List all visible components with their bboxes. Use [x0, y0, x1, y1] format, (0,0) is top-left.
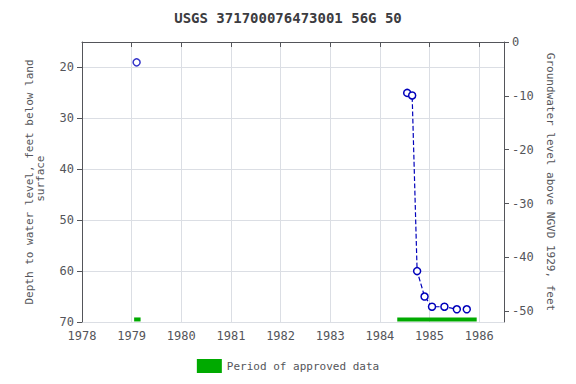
svg-text:60: 60	[60, 264, 74, 278]
svg-text:1981: 1981	[216, 329, 245, 343]
svg-text:1985: 1985	[415, 329, 444, 343]
svg-text:1979: 1979	[117, 329, 146, 343]
svg-text:40: 40	[60, 162, 74, 176]
svg-text:Groundwater level above NGVD 1: Groundwater level above NGVD 1929, feet	[544, 53, 557, 311]
svg-text:-50: -50	[512, 304, 534, 318]
svg-text:0: 0	[512, 35, 519, 49]
svg-text:50: 50	[60, 213, 74, 227]
svg-text:USGS 371700076473001 56G 50: USGS 371700076473001 56G 50	[174, 10, 402, 26]
svg-text:-10: -10	[512, 89, 534, 103]
svg-text:-20: -20	[512, 143, 534, 157]
svg-text:1982: 1982	[266, 329, 295, 343]
svg-text:-40: -40	[512, 250, 534, 264]
svg-text:70: 70	[60, 315, 74, 329]
svg-text:-30: -30	[512, 197, 534, 211]
svg-text:Period of approved data: Period of approved data	[227, 360, 379, 373]
svg-text:1983: 1983	[316, 329, 345, 343]
svg-text:20: 20	[60, 60, 74, 74]
svg-text:1984: 1984	[365, 329, 394, 343]
svg-text:surface: surface	[34, 156, 47, 209]
svg-text:Depth to water level, feet bel: Depth to water level, feet below land	[23, 59, 36, 305]
svg-text:1978: 1978	[68, 329, 97, 343]
svg-text:1980: 1980	[167, 329, 196, 343]
svg-text:1986: 1986	[465, 329, 494, 343]
svg-text:30: 30	[60, 111, 74, 125]
